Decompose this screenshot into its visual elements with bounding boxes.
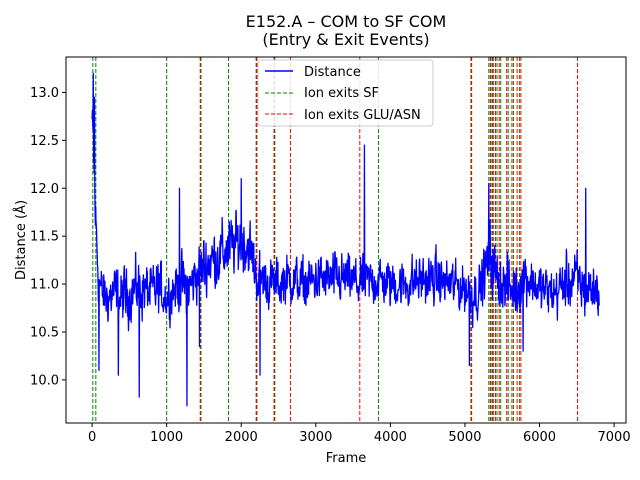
x-tick-label: 6000 [523, 430, 556, 445]
x-tick-label: 3000 [299, 430, 332, 445]
y-axis: 10.0 10.5 11.0 11.5 12.0 12.5 13.0 [30, 86, 66, 388]
x-tick-label: 5000 [448, 430, 481, 445]
x-axis: 0 1000 2000 3000 4000 5000 6000 7000 [88, 423, 631, 445]
distance-series-line [91, 72, 600, 407]
chart-subtitle: (Entry & Exit Events) [262, 30, 429, 49]
plot-frame [65, 56, 627, 424]
y-tick-label: 13.0 [30, 86, 59, 101]
x-tick-label: 4000 [374, 430, 407, 445]
x-tick-label: 7000 [598, 430, 631, 445]
y-tick-label: 10.0 [30, 373, 59, 388]
legend-label-ion-exits-glu-asn: Ion exits GLU/ASN [304, 108, 421, 123]
y-axis-title: Distance (Å) [13, 200, 29, 280]
y-tick-label: 10.5 [30, 325, 59, 340]
legend-label-distance: Distance [304, 65, 361, 80]
legend-label-ion-exits-sf: Ion exits SF [304, 86, 379, 101]
y-tick-label: 12.0 [30, 182, 59, 197]
y-tick-label: 11.0 [30, 278, 59, 293]
legend-box [257, 59, 434, 127]
x-tick-label: 2000 [225, 430, 258, 445]
y-tick-label: 12.5 [30, 134, 59, 149]
legend: Distance Ion exits SF Ion exits GLU/ASN [257, 59, 434, 127]
chart-title: E152.A – COM to SF COM [246, 12, 447, 31]
y-tick-label: 11.5 [30, 230, 59, 245]
x-tick-label: 0 [88, 430, 96, 445]
x-tick-label: 1000 [150, 430, 183, 445]
x-axis-title: Frame [326, 451, 367, 466]
